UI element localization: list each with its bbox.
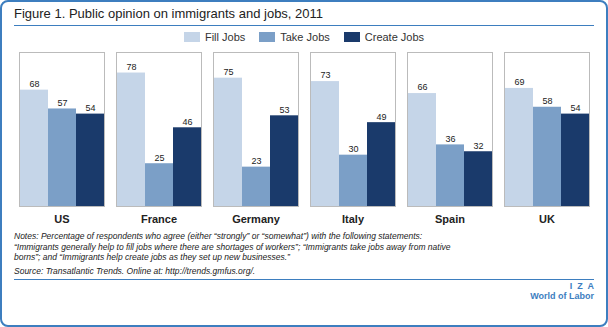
svg-text:58: 58 (542, 96, 552, 106)
svg-text:54: 54 (570, 103, 580, 113)
svg-text:78: 78 (126, 62, 136, 72)
html-text:I Z A: I Z A (569, 281, 594, 291)
svg-text:57: 57 (57, 98, 67, 108)
svg-text:Spain: Spain (435, 213, 465, 225)
svg-text:75: 75 (223, 67, 233, 77)
svg-text:30: 30 (348, 144, 358, 154)
svg-text:US: US (54, 213, 69, 225)
svg-text:Italy: Italy (342, 213, 365, 225)
svg-text:25: 25 (154, 153, 164, 163)
html-text:borns”; and “Immigrants help c: borns”; and “Immigrants help create jobs… (14, 252, 290, 262)
svg-text:36: 36 (445, 134, 455, 144)
svg-text:69: 69 (514, 77, 524, 87)
svg-text:Germany: Germany (232, 213, 281, 225)
svg-text:54: 54 (85, 103, 95, 113)
html-text:Fill Jobs: Fill Jobs (204, 31, 246, 43)
svg-text:32: 32 (473, 141, 483, 151)
svg-text:68: 68 (29, 79, 39, 89)
svg-text:66: 66 (417, 82, 427, 92)
html-text:Source: Transatlantic Trends.: Source: Transatlantic Trends. Online at:… (14, 265, 256, 276)
html-text:Create Jobs: Create Jobs (364, 31, 425, 43)
html-text:Figure 1. Public opinion on im: Figure 1. Public opinion on immigrants a… (14, 6, 324, 21)
svg-text:46: 46 (182, 117, 192, 127)
svg-text:49: 49 (376, 112, 386, 122)
svg-text:France: France (141, 213, 177, 225)
html-text:“Immigrants generally help to: “Immigrants generally help to fill jobs … (14, 241, 451, 252)
svg-text:53: 53 (279, 105, 289, 115)
html-text:Notes: Percentage of responden: Notes: Percentage of respondents who agr… (14, 231, 423, 241)
html-text:Take Jobs: Take Jobs (280, 31, 330, 43)
svg-text:23: 23 (251, 156, 261, 166)
svg-text:UK: UK (539, 213, 555, 225)
html-text:World of Labor: World of Labor (530, 291, 594, 301)
svg-text:73: 73 (320, 70, 330, 80)
